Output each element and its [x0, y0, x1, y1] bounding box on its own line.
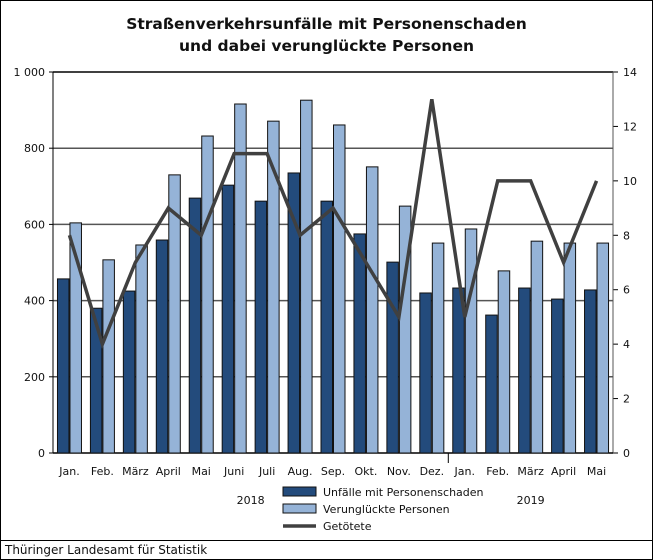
- x-tick-label: März: [122, 465, 149, 478]
- right-axis-tick-label: 14: [623, 66, 637, 79]
- x-tick-label: Juni: [223, 465, 244, 478]
- bar-unfaelle: [452, 287, 465, 454]
- bar-unfaelle: [89, 307, 103, 454]
- footer-divider: [1, 540, 652, 541]
- x-tick-label: Jan.: [58, 465, 79, 478]
- bar-unfaelle: [584, 289, 597, 454]
- x-tick-label: Sep.: [321, 465, 345, 478]
- left-axis-tick-label: 0: [38, 447, 45, 460]
- bar-verunglueckte: [333, 124, 346, 454]
- bar-verunglueckte: [234, 103, 247, 454]
- right-axis-tick-label: 8: [623, 229, 630, 242]
- legend-swatch: [282, 486, 317, 497]
- source-footer: Thüringer Landesamt für Statistik: [5, 543, 208, 557]
- x-tick-label: März: [517, 465, 544, 478]
- right-axis-tick-label: 0: [623, 447, 630, 460]
- legend-label: Getötete: [323, 520, 372, 533]
- bar-verunglueckte: [102, 259, 115, 454]
- title-line-1: Straßenverkehrsunfälle mit Personenschad…: [126, 15, 527, 33]
- bar-unfaelle: [419, 292, 432, 454]
- bar-verunglueckte: [464, 228, 478, 454]
- x-tick-label: Aug.: [288, 465, 313, 478]
- chart-title: Straßenverkehrsunfälle mit Personenschad…: [1, 13, 652, 57]
- x-tick-label: Juli: [258, 465, 275, 478]
- chart-svg: 0 200 400 600 800 1 000 0 2 4 6 8 10 12 14 Jan. Feb. Mär…: [14, 66, 638, 533]
- title-line-2: und dabei verunglückte Personen: [179, 37, 474, 55]
- x-tick-label: April: [551, 465, 576, 478]
- right-axis-tick-label: 4: [623, 338, 630, 351]
- bar-unfaelle: [320, 200, 333, 454]
- bar-unfaelle: [287, 172, 301, 454]
- bar-verunglueckte: [563, 242, 577, 454]
- right-axis-tick-label: 12: [623, 120, 637, 133]
- x-tick-label: Mai: [587, 465, 606, 478]
- left-axis-tick-label: 1 000: [14, 66, 46, 79]
- bar-unfaelle: [386, 261, 399, 454]
- bar-verunglueckte: [69, 222, 82, 454]
- x-tick-label: Feb.: [91, 465, 114, 478]
- bar-unfaelle: [518, 287, 531, 454]
- bar-verunglueckte: [365, 166, 379, 454]
- bar-unfaelle: [254, 200, 268, 454]
- bar-verunglueckte: [398, 205, 412, 454]
- legend-swatch: [282, 503, 317, 514]
- bar-verunglueckte: [497, 270, 511, 454]
- year-label: 2019: [517, 494, 545, 507]
- x-tick-label: Mai: [192, 465, 211, 478]
- bar-unfaelle: [353, 233, 366, 454]
- bar-unfaelle: [155, 239, 169, 454]
- bar-verunglueckte: [300, 99, 313, 454]
- bar-unfaelle: [188, 197, 202, 454]
- year-label: 2018: [237, 494, 265, 507]
- bar-unfaelle: [485, 314, 498, 454]
- bar-verunglueckte: [168, 174, 181, 454]
- x-tick-label: Dez.: [420, 465, 445, 478]
- legend-label: Unfälle mit Personenschaden: [323, 486, 484, 499]
- right-axis-tick-label: 10: [623, 175, 637, 188]
- right-axis-tick-label: 6: [623, 284, 630, 297]
- x-tick-label: Feb.: [486, 465, 509, 478]
- x-tick-label: April: [156, 465, 181, 478]
- bar-verunglueckte: [596, 242, 610, 454]
- bar-unfaelle: [122, 290, 136, 454]
- bar-unfaelle: [56, 278, 70, 454]
- bar-verunglueckte: [530, 240, 544, 454]
- bar-unfaelle: [551, 298, 564, 454]
- bar-verunglueckte: [267, 120, 280, 454]
- left-axis-tick-label: 800: [24, 142, 45, 155]
- bar-verunglueckte: [135, 244, 148, 454]
- x-tick-label: Nov.: [387, 465, 411, 478]
- left-axis-tick-label: 600: [24, 218, 45, 231]
- bar-unfaelle: [221, 184, 235, 454]
- left-axis-tick-label: 400: [24, 295, 45, 308]
- x-tick-label: Jan.: [454, 465, 475, 478]
- bar-verunglueckte: [201, 135, 214, 454]
- legend-label: Verunglückte Personen: [323, 503, 450, 516]
- left-axis-tick-label: 200: [24, 371, 45, 384]
- line-getoetete: [67, 98, 599, 350]
- bar-verunglueckte: [431, 242, 445, 454]
- right-axis-tick-label: 2: [623, 393, 630, 406]
- x-tick-label: Okt.: [355, 465, 378, 478]
